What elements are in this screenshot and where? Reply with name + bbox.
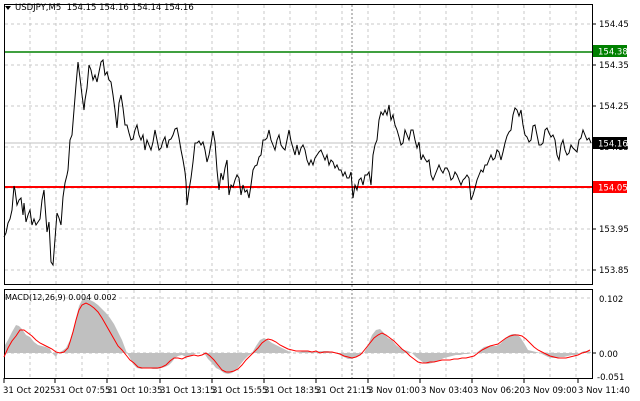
svg-text:3 Nov 06:20: 3 Nov 06:20 [473, 386, 525, 396]
svg-text:31 Oct 13:15: 31 Oct 13:15 [160, 386, 215, 396]
ohlc-values: 154.15 154.16 154.14 154.16 [66, 3, 194, 13]
price-line [3, 58, 592, 267]
svg-text:154.16: 154.16 [598, 140, 628, 150]
svg-text:154.35: 154.35 [599, 61, 629, 71]
svg-text:-0.051: -0.051 [597, 373, 624, 383]
svg-text:154.45: 154.45 [599, 20, 629, 30]
svg-text:153.95: 153.95 [599, 225, 629, 235]
svg-text:3 Nov 11:40: 3 Nov 11:40 [578, 386, 630, 396]
svg-text:3 Nov 01:00: 3 Nov 01:00 [368, 386, 420, 396]
vertical-gridlines [29, 5, 577, 378]
svg-text:154.05: 154.05 [598, 184, 628, 194]
symbol-label: USDJPY,M5 [15, 3, 62, 13]
macd-title: MACD(12,26,9) 0.004 0.002 [5, 293, 117, 302]
svg-text:31 Oct 10:35: 31 Oct 10:35 [107, 386, 162, 396]
svg-text:31 Oct 07:55: 31 Oct 07:55 [55, 386, 110, 396]
price-panel[interactable] [4, 4, 593, 285]
svg-text:154.25: 154.25 [599, 102, 629, 112]
svg-text:31 Oct 21:15: 31 Oct 21:15 [316, 386, 371, 396]
chart-title[interactable]: USDJPY,M5 154.15 154.16 154.14 154.16 [5, 3, 194, 13]
svg-text:31 Oct 2025: 31 Oct 2025 [3, 386, 56, 396]
svg-text:0.102: 0.102 [599, 295, 623, 305]
macd-axis: 0.102 0.00 -0.051 [592, 295, 624, 383]
svg-text:154.38: 154.38 [598, 48, 628, 58]
svg-text:3 Nov 03:40: 3 Nov 03:40 [421, 386, 473, 396]
svg-text:0.00: 0.00 [599, 350, 618, 360]
svg-text:31 Oct 18:35: 31 Oct 18:35 [264, 386, 319, 396]
current-price-tag [593, 137, 627, 149]
svg-text:153.85: 153.85 [599, 266, 629, 276]
resistance-price-tag [593, 45, 627, 57]
macd-histogram [5, 299, 591, 374]
svg-text:3 Nov 09:00: 3 Nov 09:00 [525, 386, 577, 396]
support-price-tag [593, 181, 627, 193]
svg-text:31 Oct 15:55: 31 Oct 15:55 [212, 386, 267, 396]
triangle-down-icon[interactable] [5, 5, 11, 10]
macd-signal-line [3, 302, 591, 373]
time-axis: 31 Oct 2025 31 Oct 07:55 31 Oct 10:35 31… [3, 378, 630, 396]
